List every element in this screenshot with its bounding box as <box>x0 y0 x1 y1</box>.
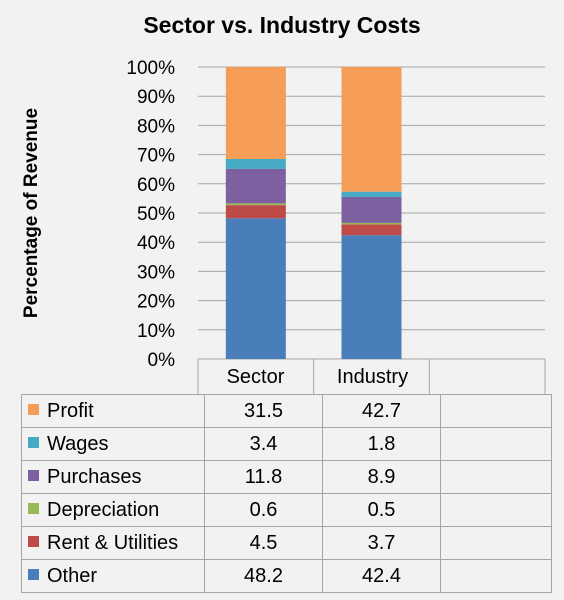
bar-segment-other-sector <box>225 218 286 359</box>
y-tick-label: 0% <box>148 350 176 371</box>
y-tick-label: 60% <box>137 175 175 196</box>
chart-title: Sector vs. Industry Costs <box>143 12 421 38</box>
empty-cell <box>440 460 552 494</box>
bar-segment-wages-sector <box>225 158 286 169</box>
bar-segment-other-industry <box>341 235 402 359</box>
table-row-purchases: Purchases 11.8 8.9 <box>21 460 552 494</box>
data-label: 3.4 <box>204 427 323 461</box>
legend-label: Other <box>47 564 98 587</box>
table-row-other: Other 48.2 42.4 <box>21 559 552 593</box>
legend-entry-rent-utilities: Rent & Utilities <box>21 526 205 560</box>
empty-cell <box>440 526 552 560</box>
bar-segment-wages-industry <box>341 191 402 197</box>
legend-entry-purchases: Purchases <box>21 460 205 494</box>
bar-segment-rent-utilities-sector <box>225 205 286 219</box>
bar-segment-purchases-industry <box>341 196 402 223</box>
legend-label: Depreciation <box>47 498 160 521</box>
data-label: 0.6 <box>204 493 323 527</box>
data-label: 42.7 <box>322 394 441 428</box>
category-label-industry: Industry <box>336 366 409 388</box>
bar-segment-purchases-sector <box>225 168 286 204</box>
y-tick-label: 40% <box>137 233 175 254</box>
table-row-depreciation: Depreciation 0.6 0.5 <box>21 493 552 527</box>
data-label: 11.8 <box>204 460 323 494</box>
legend-label: Purchases <box>47 465 142 488</box>
category-row: Sector Industry <box>197 360 543 395</box>
legend-entry-profit: Profit <box>21 394 205 428</box>
y-tick-label: 50% <box>137 204 175 225</box>
empty-cell <box>440 493 552 527</box>
legend-entry-other: Other <box>21 559 205 593</box>
y-tick-label: 10% <box>137 321 175 342</box>
legend-entry-depreciation: Depreciation <box>21 493 205 527</box>
y-tick-label: 70% <box>137 146 175 167</box>
table-row-profit: Profit 31.5 42.7 <box>21 394 552 428</box>
data-label: 31.5 <box>204 394 323 428</box>
depreciation-swatch-icon <box>28 502 39 514</box>
data-label: 0.5 <box>322 493 441 527</box>
data-table: Profit 31.5 42.7 Wages 3.4 1.8 Purchases… <box>21 394 552 593</box>
table-row-rent-utilities: Rent & Utilities 4.5 3.7 <box>21 526 552 560</box>
rent-utilities-swatch-icon <box>28 535 39 547</box>
y-tick-label: 30% <box>137 262 175 283</box>
bar-segment-profit-industry <box>341 67 402 192</box>
y-tick-label: 90% <box>137 87 175 108</box>
profit-swatch-icon <box>28 403 39 415</box>
empty-cell <box>440 559 552 593</box>
empty-cell <box>440 427 552 461</box>
empty-cell <box>440 394 552 428</box>
data-label: 1.8 <box>322 427 441 461</box>
purchases-swatch-icon <box>28 469 39 481</box>
other-swatch-icon <box>28 568 39 580</box>
legend-entry-wages: Wages <box>21 427 205 461</box>
wages-swatch-icon <box>28 436 39 448</box>
y-tick-label: 20% <box>137 292 175 313</box>
category-label-sector: Sector <box>226 366 285 388</box>
legend-label: Rent & Utilities <box>47 531 179 554</box>
bar-segment-profit-sector <box>225 67 286 159</box>
table-row-wages: Wages 3.4 1.8 <box>21 427 552 461</box>
legend-label: Profit <box>47 399 94 422</box>
y-tick-label: 80% <box>137 116 175 137</box>
y-tick-label: 100% <box>126 58 175 79</box>
data-label: 8.9 <box>322 460 441 494</box>
data-label: 42.4 <box>322 559 441 593</box>
data-label: 48.2 <box>204 559 323 593</box>
legend-label: Wages <box>47 432 109 455</box>
data-label: 4.5 <box>204 526 323 560</box>
bar-segment-depreciation-industry <box>341 222 402 225</box>
data-label: 3.7 <box>322 526 441 560</box>
bar-segment-rent-utilities-industry <box>341 224 402 236</box>
bar-segment-depreciation-sector <box>225 203 286 206</box>
